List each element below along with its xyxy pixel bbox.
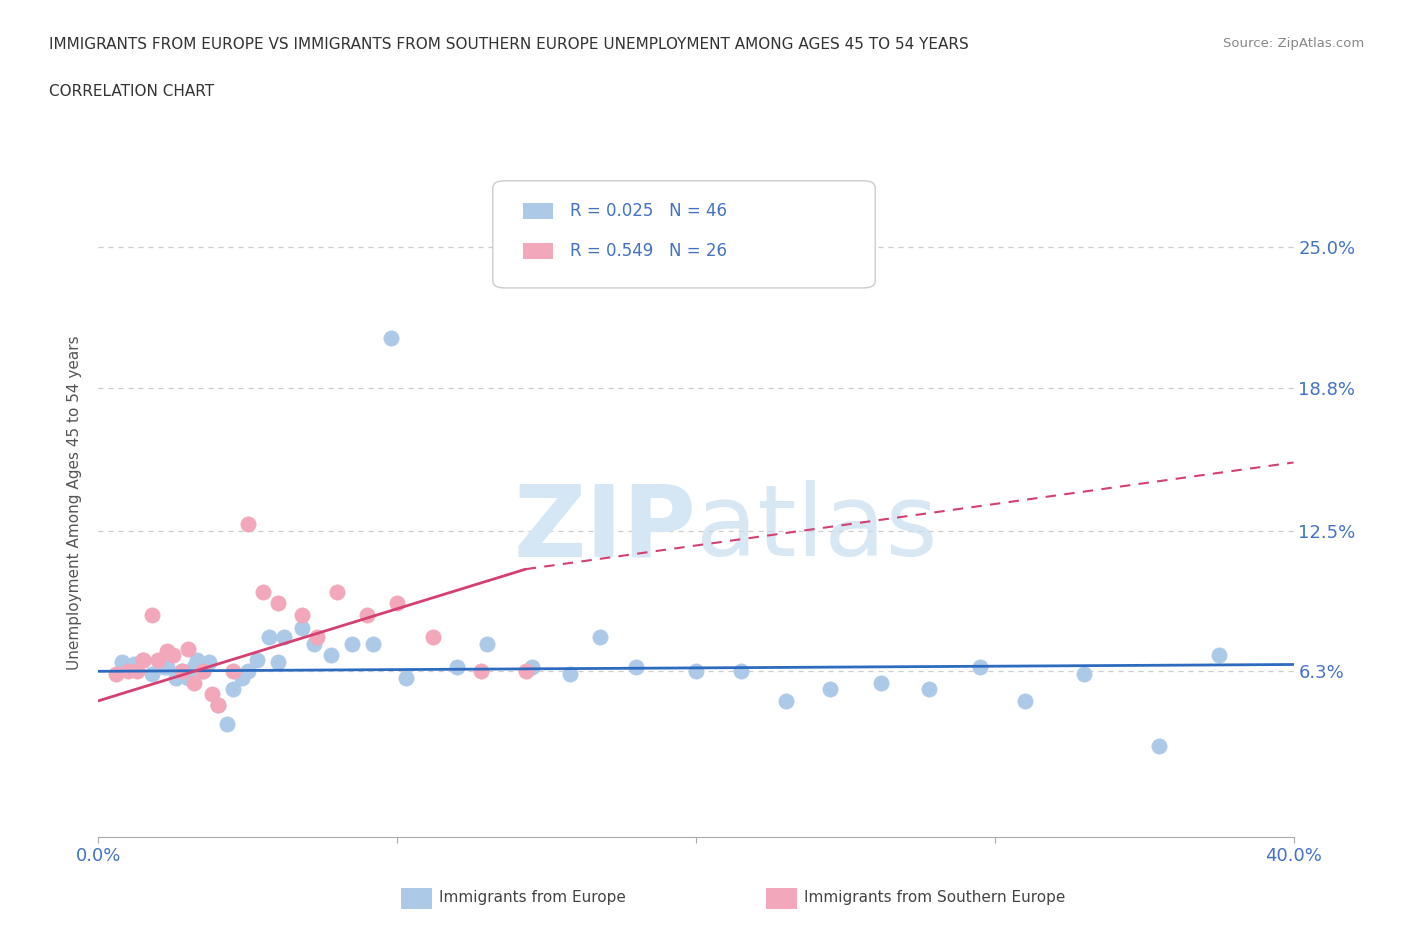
Point bbox=[475, 637, 498, 652]
Point bbox=[141, 607, 163, 622]
Point bbox=[730, 664, 752, 679]
Point bbox=[153, 659, 176, 674]
Point bbox=[685, 664, 707, 679]
Point bbox=[257, 630, 280, 644]
Point bbox=[252, 584, 274, 599]
Bar bbox=[523, 243, 553, 259]
Point bbox=[236, 664, 259, 679]
Point bbox=[395, 671, 418, 685]
Point bbox=[305, 630, 328, 644]
Point bbox=[1147, 738, 1170, 753]
Point bbox=[111, 655, 134, 670]
Point bbox=[969, 659, 991, 674]
Point bbox=[191, 664, 214, 679]
Point bbox=[1208, 648, 1230, 663]
Point bbox=[222, 682, 245, 697]
Text: R = 0.025   N = 46: R = 0.025 N = 46 bbox=[571, 202, 727, 219]
Point bbox=[820, 682, 842, 697]
Point bbox=[267, 596, 290, 611]
Point bbox=[560, 666, 582, 681]
Point bbox=[222, 664, 245, 679]
Point bbox=[198, 655, 221, 670]
Point bbox=[124, 658, 146, 672]
FancyBboxPatch shape bbox=[494, 180, 875, 288]
Point bbox=[385, 596, 409, 611]
Point bbox=[231, 671, 253, 685]
Point bbox=[132, 653, 155, 668]
Point bbox=[380, 330, 402, 345]
Point bbox=[356, 607, 378, 622]
Point bbox=[132, 653, 155, 668]
Point bbox=[515, 664, 537, 679]
Point bbox=[273, 630, 295, 644]
Text: CORRELATION CHART: CORRELATION CHART bbox=[49, 84, 214, 99]
Point bbox=[117, 664, 139, 679]
Point bbox=[207, 698, 229, 712]
Point bbox=[236, 516, 259, 531]
Point bbox=[105, 666, 128, 681]
Point bbox=[321, 648, 343, 663]
Point bbox=[172, 664, 194, 679]
Point bbox=[183, 675, 205, 690]
Point bbox=[156, 644, 179, 658]
Point bbox=[1073, 666, 1095, 681]
Text: Immigrants from Europe: Immigrants from Europe bbox=[439, 890, 626, 905]
Point bbox=[186, 653, 208, 668]
Text: atlas: atlas bbox=[696, 481, 938, 578]
Point bbox=[148, 653, 170, 668]
Point bbox=[363, 637, 385, 652]
Point bbox=[422, 630, 444, 644]
Point bbox=[183, 659, 205, 674]
Point bbox=[291, 620, 314, 635]
Point bbox=[446, 659, 468, 674]
Point bbox=[520, 659, 543, 674]
Point bbox=[342, 637, 364, 652]
Point bbox=[177, 641, 200, 656]
Point bbox=[156, 659, 179, 674]
Point bbox=[177, 671, 200, 685]
Bar bbox=[523, 203, 553, 219]
Point bbox=[626, 659, 648, 674]
Point bbox=[172, 664, 194, 679]
Point bbox=[165, 671, 187, 685]
Point bbox=[127, 664, 149, 679]
Point bbox=[141, 666, 163, 681]
Text: Immigrants from Southern Europe: Immigrants from Southern Europe bbox=[804, 890, 1066, 905]
Point bbox=[870, 675, 893, 690]
Point bbox=[191, 664, 214, 679]
Point bbox=[201, 686, 224, 701]
Point bbox=[302, 637, 325, 652]
Text: IMMIGRANTS FROM EUROPE VS IMMIGRANTS FROM SOUTHERN EUROPE UNEMPLOYMENT AMONG AGE: IMMIGRANTS FROM EUROPE VS IMMIGRANTS FRO… bbox=[49, 37, 969, 52]
Point bbox=[326, 584, 349, 599]
Point bbox=[215, 716, 238, 731]
Text: Source: ZipAtlas.com: Source: ZipAtlas.com bbox=[1223, 37, 1364, 50]
Point bbox=[775, 694, 797, 709]
Point bbox=[246, 653, 269, 668]
Point bbox=[267, 655, 290, 670]
Point bbox=[470, 664, 492, 679]
Point bbox=[162, 648, 184, 663]
Text: ZIP: ZIP bbox=[513, 481, 696, 578]
Point bbox=[207, 698, 229, 712]
Point bbox=[1014, 694, 1036, 709]
Text: R = 0.549   N = 26: R = 0.549 N = 26 bbox=[571, 242, 727, 260]
Point bbox=[589, 630, 612, 644]
Y-axis label: Unemployment Among Ages 45 to 54 years: Unemployment Among Ages 45 to 54 years bbox=[67, 335, 83, 670]
Point bbox=[918, 682, 941, 697]
Point bbox=[291, 607, 314, 622]
